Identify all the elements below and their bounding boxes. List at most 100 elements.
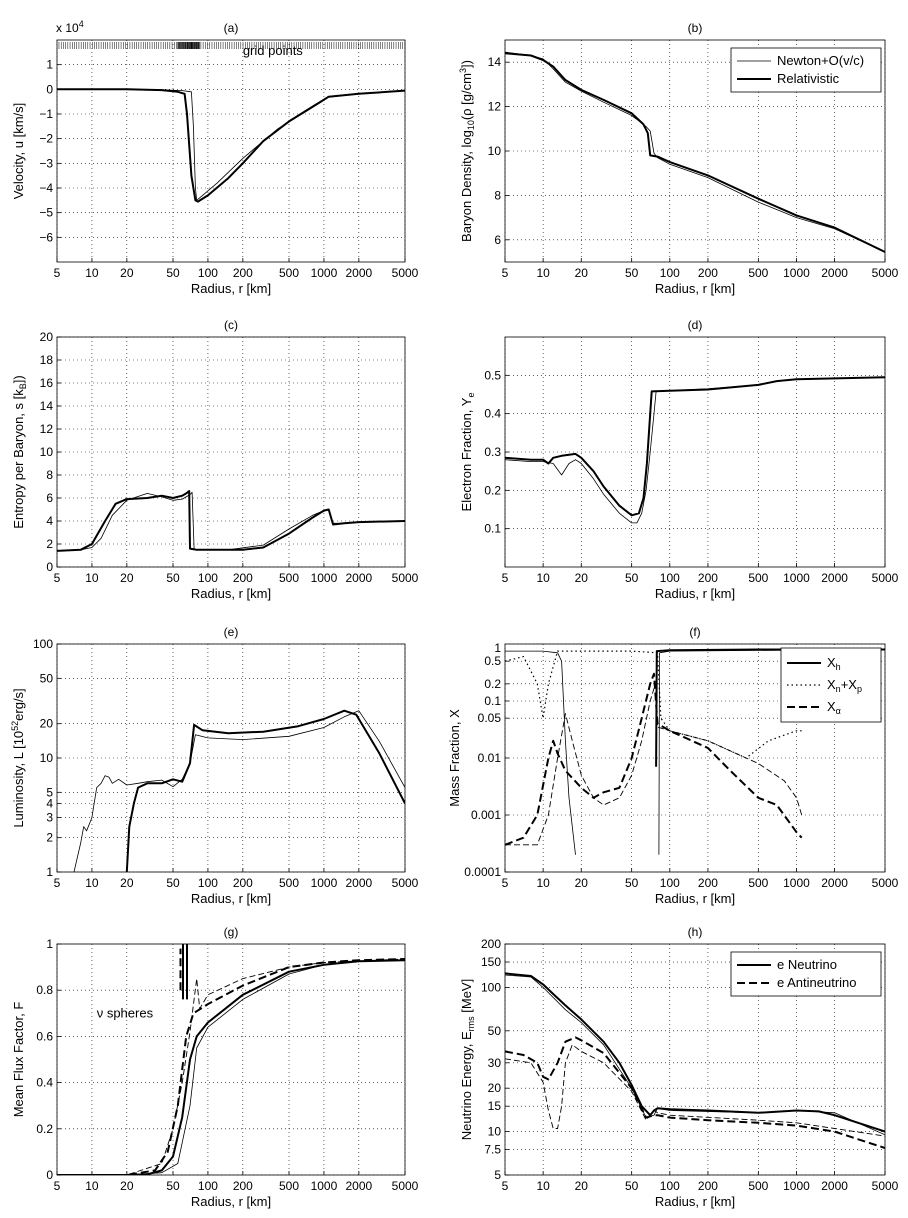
y-tick-label: 8 [46, 468, 53, 482]
y-tick-label: 4 [46, 514, 53, 528]
x-tick-label: 100 [198, 266, 218, 280]
legend-label: Newton+O(v/c) [777, 53, 864, 68]
x-tick-label: 20 [575, 876, 589, 890]
x-tick-label: 5000 [392, 571, 419, 585]
y-tick-label: 7.5 [484, 1143, 501, 1157]
series-group [505, 376, 885, 524]
y-tick-label: 0 [46, 560, 53, 574]
x-tick-label: 200 [698, 1179, 718, 1193]
x-tick-label: 2000 [345, 1179, 372, 1193]
series-line [505, 650, 576, 855]
x-tick-label: 10 [536, 571, 550, 585]
chart-b: 5 10 20 50 100 200 500 1000 2000 5000 6 8 10 12 14 (b) R… [458, 21, 899, 296]
x-tick-label: 1000 [311, 266, 338, 280]
annotation-text: grid points [243, 43, 303, 58]
x-tick-label: 2000 [345, 266, 372, 280]
y-tick-label: 8 [494, 188, 501, 202]
x-tick-label: 500 [748, 876, 768, 890]
x-tick-label: 500 [748, 266, 768, 280]
y-tick-label: 0 [46, 82, 53, 96]
chart-g: 5 10 20 50 100 200 500 1000 2000 5000 0 0.2 0.4 0.6 0.… [11, 925, 419, 1209]
x-tick-label: 2000 [345, 876, 372, 890]
y-tick-label: 0.1 [484, 694, 501, 708]
y-tick-label: 5 [46, 785, 53, 799]
x-tick-label: 500 [279, 571, 299, 585]
y-tick-label: 0.1 [484, 522, 501, 536]
x-tick-label: 5 [54, 266, 61, 280]
x-axis-label: Radius, r [km] [191, 586, 271, 601]
x-tick-label: 5 [54, 571, 61, 585]
y-tick-label: 50 [40, 671, 54, 685]
legend: Xh Xn+Xp Xα [780, 647, 882, 723]
x-tick-label: 20 [120, 571, 134, 585]
grid-points-rug [58, 42, 406, 49]
y-tick-label: 30 [488, 1056, 502, 1070]
legend-label: e Neutrino [777, 957, 837, 972]
x-tick-label: 2000 [821, 571, 848, 585]
legend-label: Relativistic [777, 71, 840, 86]
legend: Newton+O(v/c) Relativistic [730, 47, 882, 93]
x-tick-label: 200 [233, 571, 253, 585]
y-axis-label: Neutrino Energy, Erms [MeV] [459, 979, 476, 1140]
y-tick-label: 0.01 [478, 751, 502, 765]
x-tick-label: 500 [279, 876, 299, 890]
y-tick-label: 6 [494, 233, 501, 247]
x-tick-label: 20 [120, 1179, 134, 1193]
series-group [57, 490, 405, 552]
y-tick-label: 0.5 [484, 654, 501, 668]
y-axis-label: Velocity, u [km/s] [11, 103, 26, 200]
y-tick-label: 100 [481, 980, 501, 994]
y-tick-label: 0.2 [36, 1122, 53, 1136]
series-line [57, 88, 405, 203]
x-tick-label: 50 [166, 876, 180, 890]
y-axis-label: Entropy per Baryon, s [kB]) [11, 375, 28, 528]
chart-d: 5 10 20 50 100 200 500 1000 2000 5000 0.1 0.2 0.3 0.4… [459, 318, 899, 601]
x-tick-label: 100 [660, 876, 680, 890]
series-line [125, 709, 405, 872]
x-tick-label: 1000 [783, 876, 810, 890]
y-tick-label: 150 [481, 955, 501, 969]
x-tick-label: 10 [85, 266, 99, 280]
x-tick-label: 100 [198, 571, 218, 585]
series-group [57, 944, 405, 1175]
x-tick-label: 5 [54, 876, 61, 890]
x-tick-label: 100 [660, 266, 680, 280]
x-tick-label: 500 [279, 1179, 299, 1193]
y-tick-label: 0.4 [36, 1076, 53, 1090]
y-axis-label: Electron Fraction, Ye [459, 393, 476, 512]
annotation-text: ν spheres [97, 1005, 154, 1020]
y-tick-label: 10 [488, 144, 502, 158]
series-line [505, 376, 885, 524]
x-tick-label: 200 [233, 876, 253, 890]
y-tick-label: 18 [40, 353, 54, 367]
y-tick-label: 15 [488, 1099, 502, 1113]
axes-frame [56, 943, 406, 1176]
y-tick-label: −1 [39, 107, 53, 121]
x-tick-label: 5000 [872, 876, 899, 890]
x-tick-label: 1000 [783, 571, 810, 585]
x-axis-label: Radius, r [km] [655, 586, 735, 601]
x-tick-label: 1000 [783, 1179, 810, 1193]
series-group [73, 709, 405, 872]
x-tick-label: 200 [233, 266, 253, 280]
x-axis-label: Radius, r [km] [191, 281, 271, 296]
y-axis-label: Luminosity, L [1052erg/s] [10, 688, 26, 827]
y-tick-label: 0.6 [36, 1029, 53, 1043]
series-line [505, 1044, 885, 1137]
y-axis-label: Mass Fraction, X [447, 709, 462, 807]
y-tick-label: 2 [46, 537, 53, 551]
y-tick-label: 20 [488, 1081, 502, 1095]
y-tick-label: 10 [40, 751, 54, 765]
y-tick-label: 12 [488, 100, 502, 114]
x-tick-label: 10 [85, 571, 99, 585]
x-tick-label: 5000 [392, 1179, 419, 1193]
y-tick-label: 0.4 [484, 407, 501, 421]
series-line [57, 490, 405, 552]
x-tick-label: 1000 [783, 266, 810, 280]
y-tick-label: 14 [488, 55, 502, 69]
y-tick-label: 200 [481, 937, 501, 951]
series-group [57, 88, 405, 203]
x-tick-label: 50 [166, 266, 180, 280]
x-tick-label: 50 [625, 876, 639, 890]
